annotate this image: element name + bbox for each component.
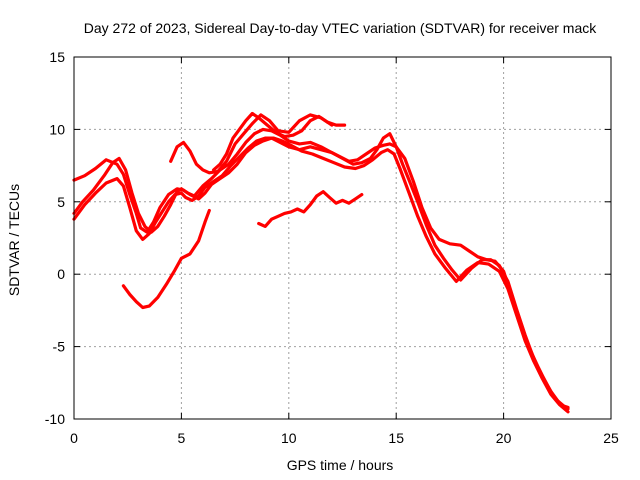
series-group (72, 111, 570, 414)
x-tick-label: 5 (178, 430, 186, 446)
y-tick-label: 5 (57, 194, 65, 210)
x-tick-label: 20 (496, 430, 512, 446)
series-line-track-4 (121, 208, 211, 310)
y-tick-label: 10 (49, 121, 65, 137)
chart-title: Day 272 of 2023, Sidereal Day-to-day VTE… (84, 20, 597, 36)
y-axis-title: SDTVAR / TECUs (6, 184, 22, 296)
series-line-track-5 (169, 113, 334, 175)
series-line-track-3 (72, 136, 570, 414)
axis-ticks (73, 56, 612, 420)
tick-labels: 0 5 10 15 20 25 -10 -5 0 5 10 15 (45, 49, 619, 446)
grid (74, 57, 611, 419)
y-tick-label: 0 (57, 266, 65, 282)
series-line-track-7 (257, 190, 364, 228)
x-tick-label: 25 (603, 430, 619, 446)
x-axis-title: GPS time / hours (287, 457, 394, 473)
y-tick-label: 15 (49, 49, 65, 65)
x-tick-label: 15 (388, 430, 404, 446)
series-line-track-6 (212, 111, 347, 172)
x-tick-label: 0 (70, 430, 78, 446)
y-tick-label: -10 (45, 411, 65, 427)
x-tick-label: 10 (281, 430, 297, 446)
plot-frame (73, 56, 612, 420)
y-tick-label: -5 (53, 339, 66, 355)
